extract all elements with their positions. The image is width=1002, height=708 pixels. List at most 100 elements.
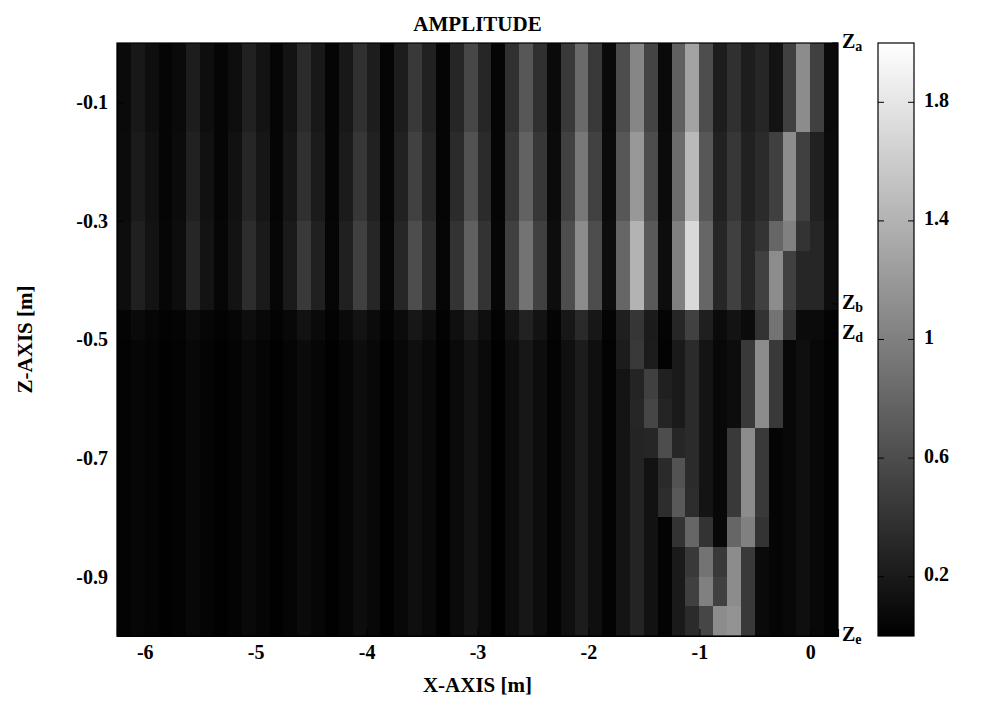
heatmap-cell bbox=[491, 547, 505, 577]
heatmap-cell bbox=[117, 606, 131, 636]
heatmap-cell bbox=[159, 43, 173, 73]
heatmap-cell bbox=[408, 547, 422, 577]
z-annotations: ZaZbZdZe bbox=[832, 30, 863, 648]
heatmap-cell bbox=[588, 369, 602, 399]
heatmap-cell bbox=[436, 102, 450, 132]
heatmap-cell bbox=[422, 251, 436, 281]
heatmap-cell bbox=[699, 547, 713, 577]
colorbar-frame bbox=[878, 43, 914, 636]
heatmap-cell bbox=[658, 102, 672, 132]
heatmap-cell bbox=[186, 606, 200, 636]
heatmap-cell bbox=[450, 73, 464, 103]
heatmap-cell bbox=[519, 191, 533, 221]
heatmap-cell bbox=[450, 458, 464, 488]
heatmap-cell bbox=[672, 310, 686, 340]
heatmap-cell bbox=[228, 251, 242, 281]
heatmap-cell bbox=[533, 73, 547, 103]
heatmap-cell bbox=[602, 162, 616, 192]
heatmap-cell bbox=[630, 428, 644, 458]
heatmap-cell bbox=[131, 340, 145, 370]
heatmap-cell bbox=[796, 458, 810, 488]
heatmap-cell bbox=[713, 132, 727, 162]
heatmap-cell bbox=[491, 132, 505, 162]
x-axis: -6-5-4-3-2-10 bbox=[118, 629, 839, 663]
heatmap-cell bbox=[159, 132, 173, 162]
heatmap-cell bbox=[727, 43, 741, 73]
heatmap-cell bbox=[630, 488, 644, 518]
heatmap-cell bbox=[769, 191, 783, 221]
heatmap-cell bbox=[491, 399, 505, 429]
heatmap-cell bbox=[478, 399, 492, 429]
heatmap-cell bbox=[283, 517, 297, 547]
heatmap-cell bbox=[810, 221, 824, 251]
heatmap-cell bbox=[159, 458, 173, 488]
heatmap-cell bbox=[616, 517, 630, 547]
heatmap-cell bbox=[685, 310, 699, 340]
heatmap-cell bbox=[519, 369, 533, 399]
heatmap-cell bbox=[283, 73, 297, 103]
colorbar-tick-mark bbox=[908, 576, 914, 577]
heatmap-cell bbox=[214, 488, 228, 518]
heatmap-cell bbox=[214, 399, 228, 429]
heatmap-cell bbox=[422, 488, 436, 518]
heatmap-cell bbox=[422, 73, 436, 103]
y-tick-mark bbox=[117, 340, 124, 341]
heatmap-cell bbox=[796, 577, 810, 607]
heatmap-cell bbox=[519, 399, 533, 429]
heatmap-cell bbox=[450, 43, 464, 73]
heatmap-cell bbox=[755, 310, 769, 340]
heatmap-cell bbox=[228, 102, 242, 132]
heatmap-cell bbox=[353, 132, 367, 162]
heatmap-cell bbox=[478, 73, 492, 103]
heatmap-cell bbox=[450, 547, 464, 577]
heatmap-cell bbox=[172, 310, 186, 340]
heatmap-cell bbox=[311, 369, 325, 399]
heatmap-cell bbox=[256, 132, 270, 162]
heatmap-cell bbox=[491, 577, 505, 607]
heatmap-cell bbox=[450, 517, 464, 547]
heatmap-cell bbox=[630, 162, 644, 192]
heatmap-cell bbox=[145, 191, 159, 221]
colorbar-tick-mark bbox=[878, 102, 884, 103]
heatmap-cell bbox=[283, 340, 297, 370]
heatmap-cell bbox=[713, 43, 727, 73]
heatmap-cell bbox=[422, 458, 436, 488]
heatmap-cell bbox=[325, 547, 339, 577]
heatmap-cell bbox=[630, 132, 644, 162]
heatmap-cell bbox=[270, 102, 284, 132]
heatmap-cell bbox=[380, 547, 394, 577]
heatmap-cell bbox=[117, 162, 131, 192]
heatmap-cell bbox=[159, 251, 173, 281]
heatmap-cell bbox=[685, 280, 699, 310]
heatmap-cell bbox=[200, 488, 214, 518]
heatmap-cell bbox=[325, 43, 339, 73]
heatmap-cell bbox=[685, 73, 699, 103]
heatmap-cell bbox=[311, 577, 325, 607]
heatmap-cell bbox=[505, 280, 519, 310]
heatmap-cell bbox=[464, 577, 478, 607]
heatmap-cell bbox=[131, 43, 145, 73]
heatmap-cell bbox=[783, 399, 797, 429]
heatmap-cell bbox=[200, 458, 214, 488]
heatmap-cell bbox=[464, 280, 478, 310]
heatmap-cell bbox=[824, 73, 838, 103]
heatmap-cell bbox=[588, 606, 602, 636]
heatmap-cell bbox=[186, 162, 200, 192]
heatmap-cell bbox=[256, 547, 270, 577]
heatmap-cell bbox=[145, 340, 159, 370]
colorbar: 0.20.611.41.8 bbox=[878, 43, 949, 636]
heatmap-cell bbox=[242, 458, 256, 488]
heatmap-cell bbox=[394, 162, 408, 192]
heatmap-cell bbox=[699, 428, 713, 458]
heatmap-cell bbox=[408, 251, 422, 281]
heatmap-cell bbox=[824, 132, 838, 162]
heatmap-cell bbox=[769, 162, 783, 192]
heatmap-cell bbox=[228, 606, 242, 636]
heatmap-cell bbox=[561, 577, 575, 607]
heatmap-cell bbox=[380, 399, 394, 429]
heatmap-cell bbox=[283, 191, 297, 221]
heatmap-cell bbox=[505, 458, 519, 488]
heatmap-cell bbox=[228, 458, 242, 488]
heatmap-cell bbox=[741, 577, 755, 607]
heatmap-cell bbox=[200, 280, 214, 310]
